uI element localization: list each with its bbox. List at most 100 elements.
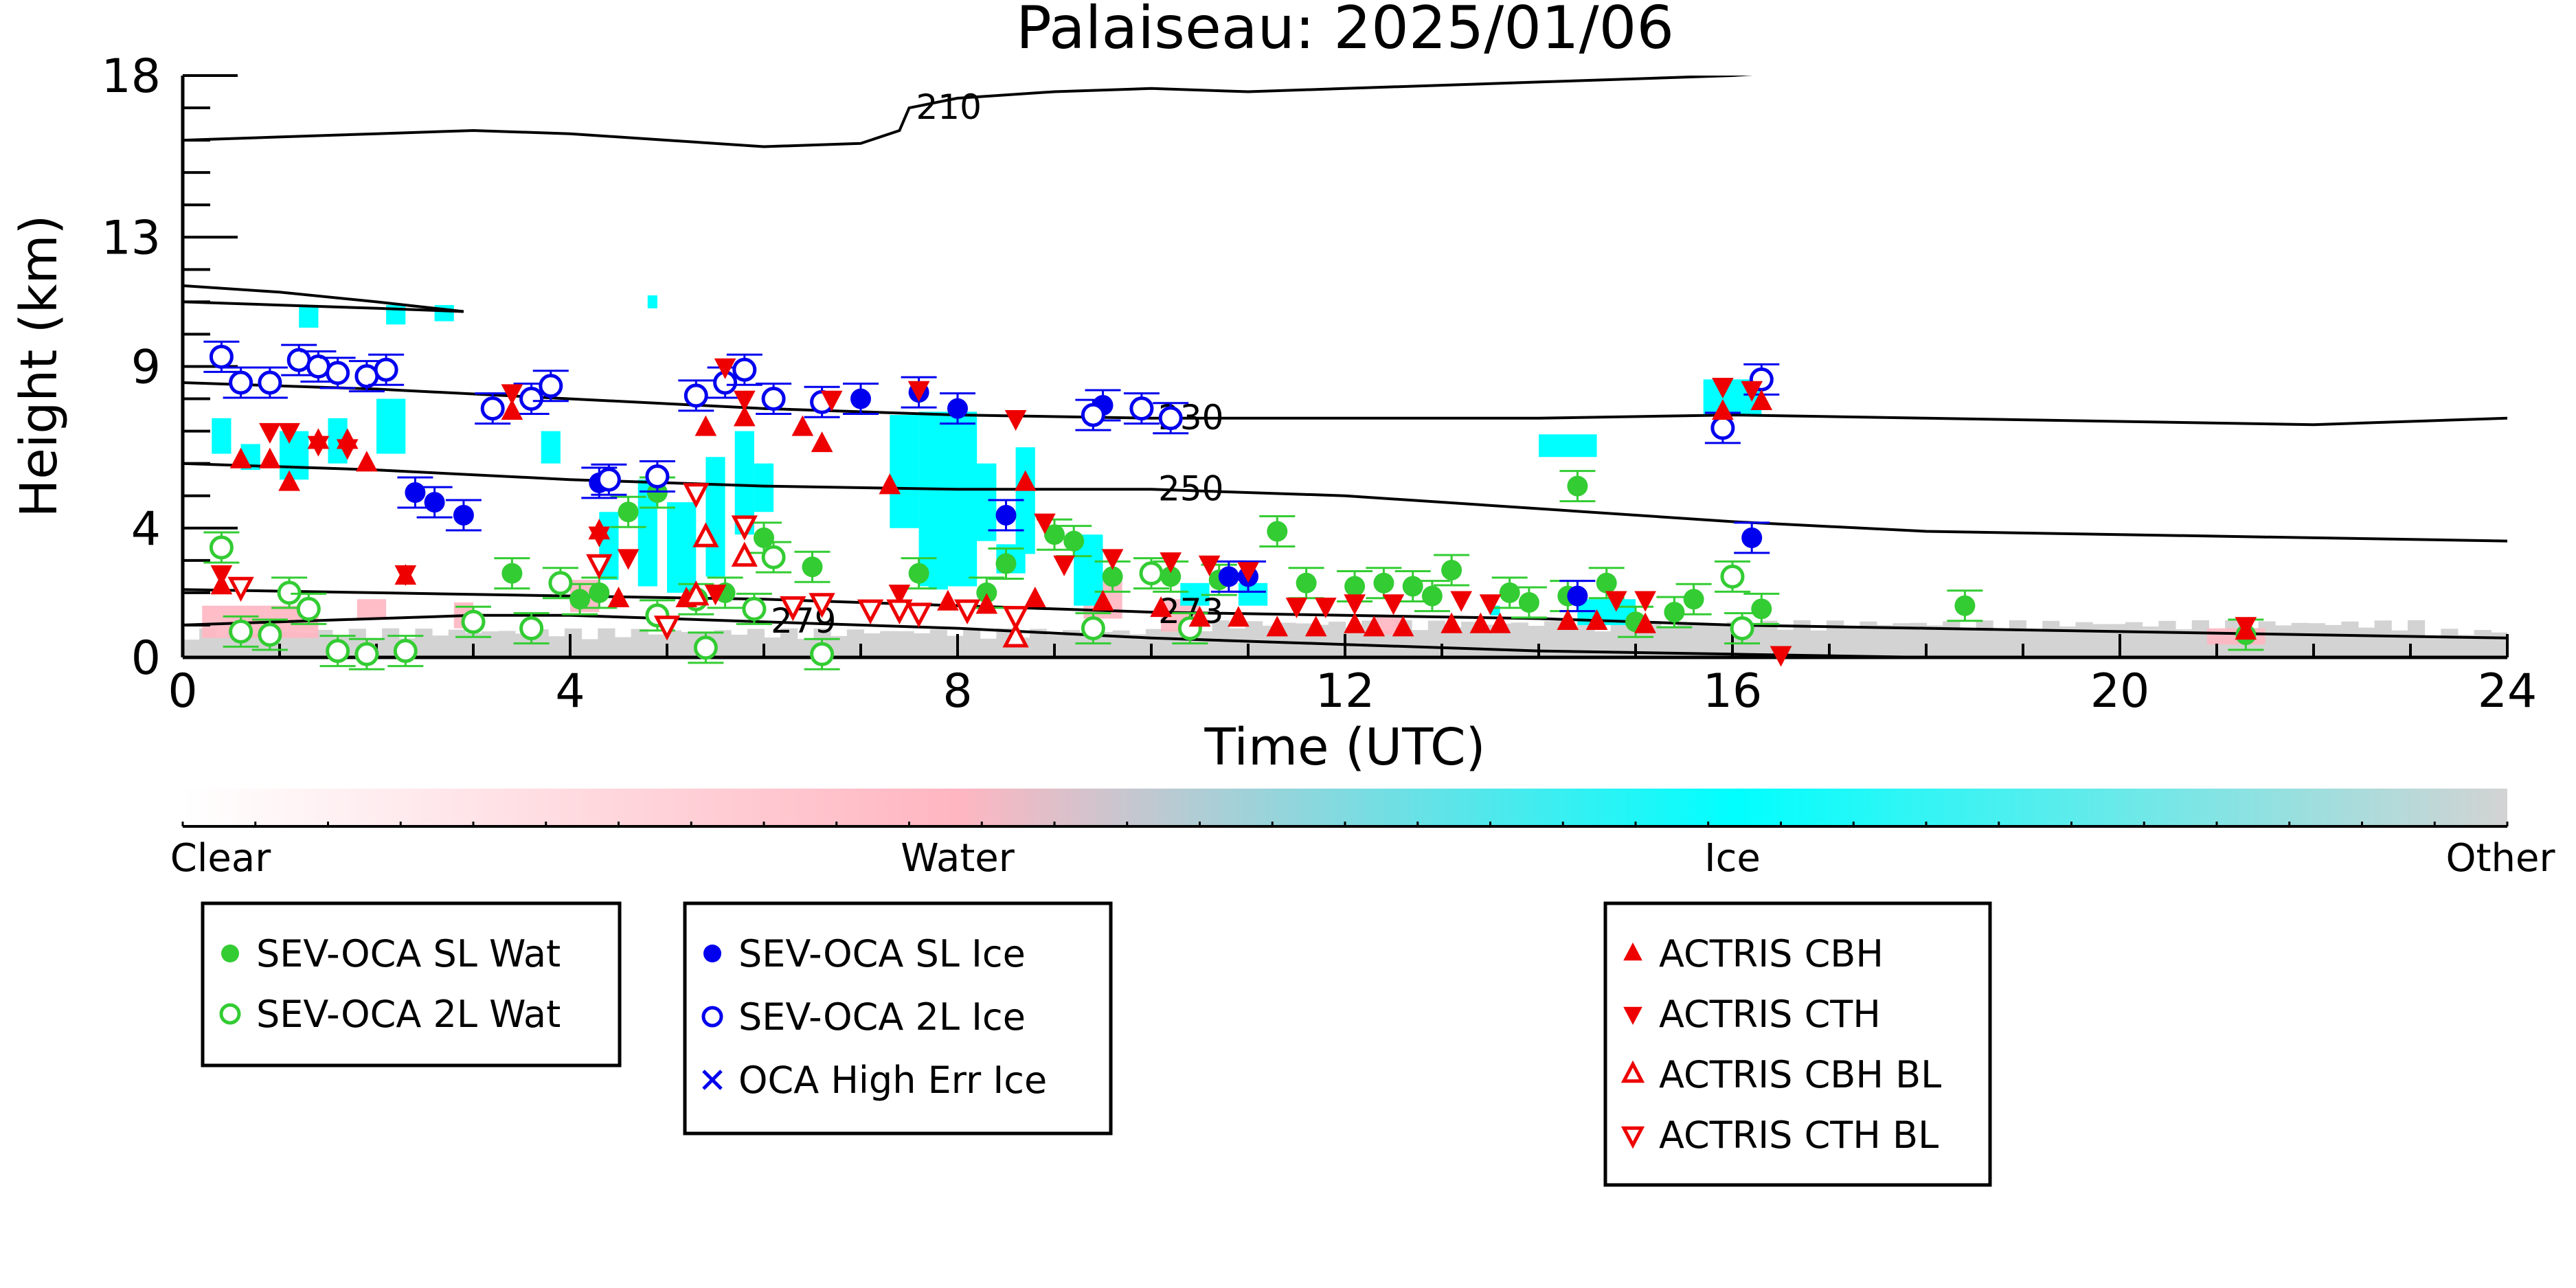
actris-cbh-bl-point: [731, 541, 758, 567]
actris-cbh-point: [975, 593, 998, 614]
other-band: [1561, 628, 1579, 657]
actris-cth-point: [210, 565, 233, 586]
ice-column: [667, 502, 697, 593]
sev-oca-2l-wat-point: [1081, 616, 1105, 641]
sev-oca-2l-wat-point: [1720, 564, 1745, 589]
actris-cth-point: [714, 358, 736, 379]
x-axis-label: Time (UTC): [1204, 718, 1485, 777]
actris-cth-point: [1285, 597, 1308, 619]
sev-oca-sl-wat-point: [995, 553, 1017, 574]
other-band: [647, 634, 665, 657]
sev-oca-2l-wat-point: [1730, 616, 1754, 641]
sev-oca-2l-ice-point: [258, 370, 282, 395]
other-band: [2108, 624, 2127, 657]
ice-column: [280, 431, 309, 480]
sev-oca-sl-ice-point: [405, 482, 426, 504]
legend-box-1: SEV-OCA SL Wat SEV-OCA 2L Wat: [201, 901, 622, 1067]
other-band: [415, 629, 433, 657]
other-band: [2158, 620, 2176, 657]
actris-cbh-point: [1392, 615, 1414, 637]
legend-label: SEV-OCA 2L Ice: [738, 995, 1026, 1039]
legend-marker: [702, 1070, 723, 1090]
plot-axes: 0 4 8 12 16 20 24 0 4 9 13 18: [101, 49, 2537, 719]
other-band: [863, 633, 881, 657]
sev-oca-sl-ice-point: [1741, 527, 1763, 548]
sev-oca-2l-ice-point: [519, 387, 544, 411]
sev-oca-2l-wat-point: [277, 580, 302, 605]
actris-cth-point: [1198, 555, 1221, 576]
sev-oca-sl-wat-point: [1160, 566, 1182, 587]
other-band: [1843, 627, 1861, 657]
sev-oca-sl-wat-point: [1402, 576, 1423, 597]
other-band: [980, 638, 997, 657]
actris-cbh-bl-point: [683, 580, 710, 606]
actris-cth-point: [1605, 591, 1627, 612]
actris-cbh-bl-point: [692, 522, 719, 547]
actris-cth-point: [1004, 410, 1027, 431]
actris-cbh-point: [1557, 609, 1579, 630]
sev-oca-sl-ice-point: [995, 504, 1017, 526]
sev-oca-sl-ice-point: [453, 504, 474, 526]
sev-oca-2l-ice-point: [683, 383, 708, 408]
actris-cbh-point: [1266, 615, 1289, 637]
actris-cbh-point: [607, 586, 630, 608]
ice-column: [541, 431, 561, 464]
colorbar-label: Clear: [170, 836, 271, 881]
sev-oca-sl-wat-point: [1102, 566, 1123, 587]
actris-cth-point: [1770, 646, 1792, 667]
other-band: [1511, 622, 1528, 657]
y-tick-label: 4: [131, 502, 161, 556]
x-tick-label: 12: [1315, 664, 1375, 719]
actris-cth-point: [1634, 591, 1656, 612]
ice-column: [754, 463, 774, 512]
sev-oca-sl-wat-point: [1373, 572, 1394, 594]
other-band: [1710, 624, 1728, 657]
actris-cth-point: [1237, 562, 1259, 583]
actris-cbh-point: [1304, 615, 1327, 637]
x-tick-label: 20: [2090, 664, 2150, 719]
legend-box-2: SEV-OCA SL Ice SEV-OCA 2L Ice OCA High Err…: [683, 901, 1113, 1136]
sev-oca-2l-ice-point: [354, 364, 379, 389]
other-band: [183, 640, 201, 657]
sev-oca-sl-wat-point: [908, 563, 929, 584]
actris-cbh-point: [791, 415, 814, 436]
y-tick-label: 13: [101, 211, 161, 265]
actris-cbh-point: [278, 470, 300, 491]
sev-oca-2l-ice-point: [326, 361, 350, 385]
other-band: [880, 631, 898, 657]
x-tick-label: 4: [555, 664, 585, 719]
sev-oca-2l-wat-point: [742, 596, 767, 621]
ice-column: [647, 295, 657, 308]
ice-column: [928, 567, 948, 590]
actris-cth-point: [1479, 594, 1502, 615]
colorbar-label: Water: [901, 836, 1015, 881]
actris-cbh-point: [1440, 612, 1462, 633]
actris-cth-point: [501, 384, 523, 405]
ice-column: [212, 418, 231, 454]
actris-cth-point: [1741, 381, 1763, 402]
actris-cth-point: [588, 526, 611, 547]
sev-oca-2l-ice-point: [732, 357, 757, 382]
other-band: [2341, 621, 2359, 657]
actris-cth-bl-point: [586, 554, 613, 580]
actris-cth-point: [1101, 549, 1124, 570]
legend-frame: [1603, 901, 1992, 1187]
sev-oca-sl-wat-point: [976, 582, 997, 603]
sev-oca-2l-wat-point: [693, 635, 718, 660]
colorbar-label: Ice: [1704, 836, 1761, 881]
contour-line: [183, 381, 2507, 427]
other-band: [1411, 630, 1429, 657]
other-band: [2191, 620, 2209, 657]
actris-cbh-point: [1228, 606, 1250, 627]
colorbar: Clear Water Ice Other: [170, 789, 2555, 881]
actris-cbh-bl-point: [1002, 622, 1029, 648]
other-band: [1145, 629, 1164, 657]
actris-cth-bl-point: [780, 596, 806, 622]
legend-marker: [221, 945, 239, 962]
sev-oca-sl-wat-point: [569, 589, 591, 610]
actris-cth-point: [888, 585, 911, 606]
other-band: [2274, 625, 2292, 657]
other-band: [896, 631, 914, 657]
actris-cbh-point: [1092, 589, 1114, 611]
